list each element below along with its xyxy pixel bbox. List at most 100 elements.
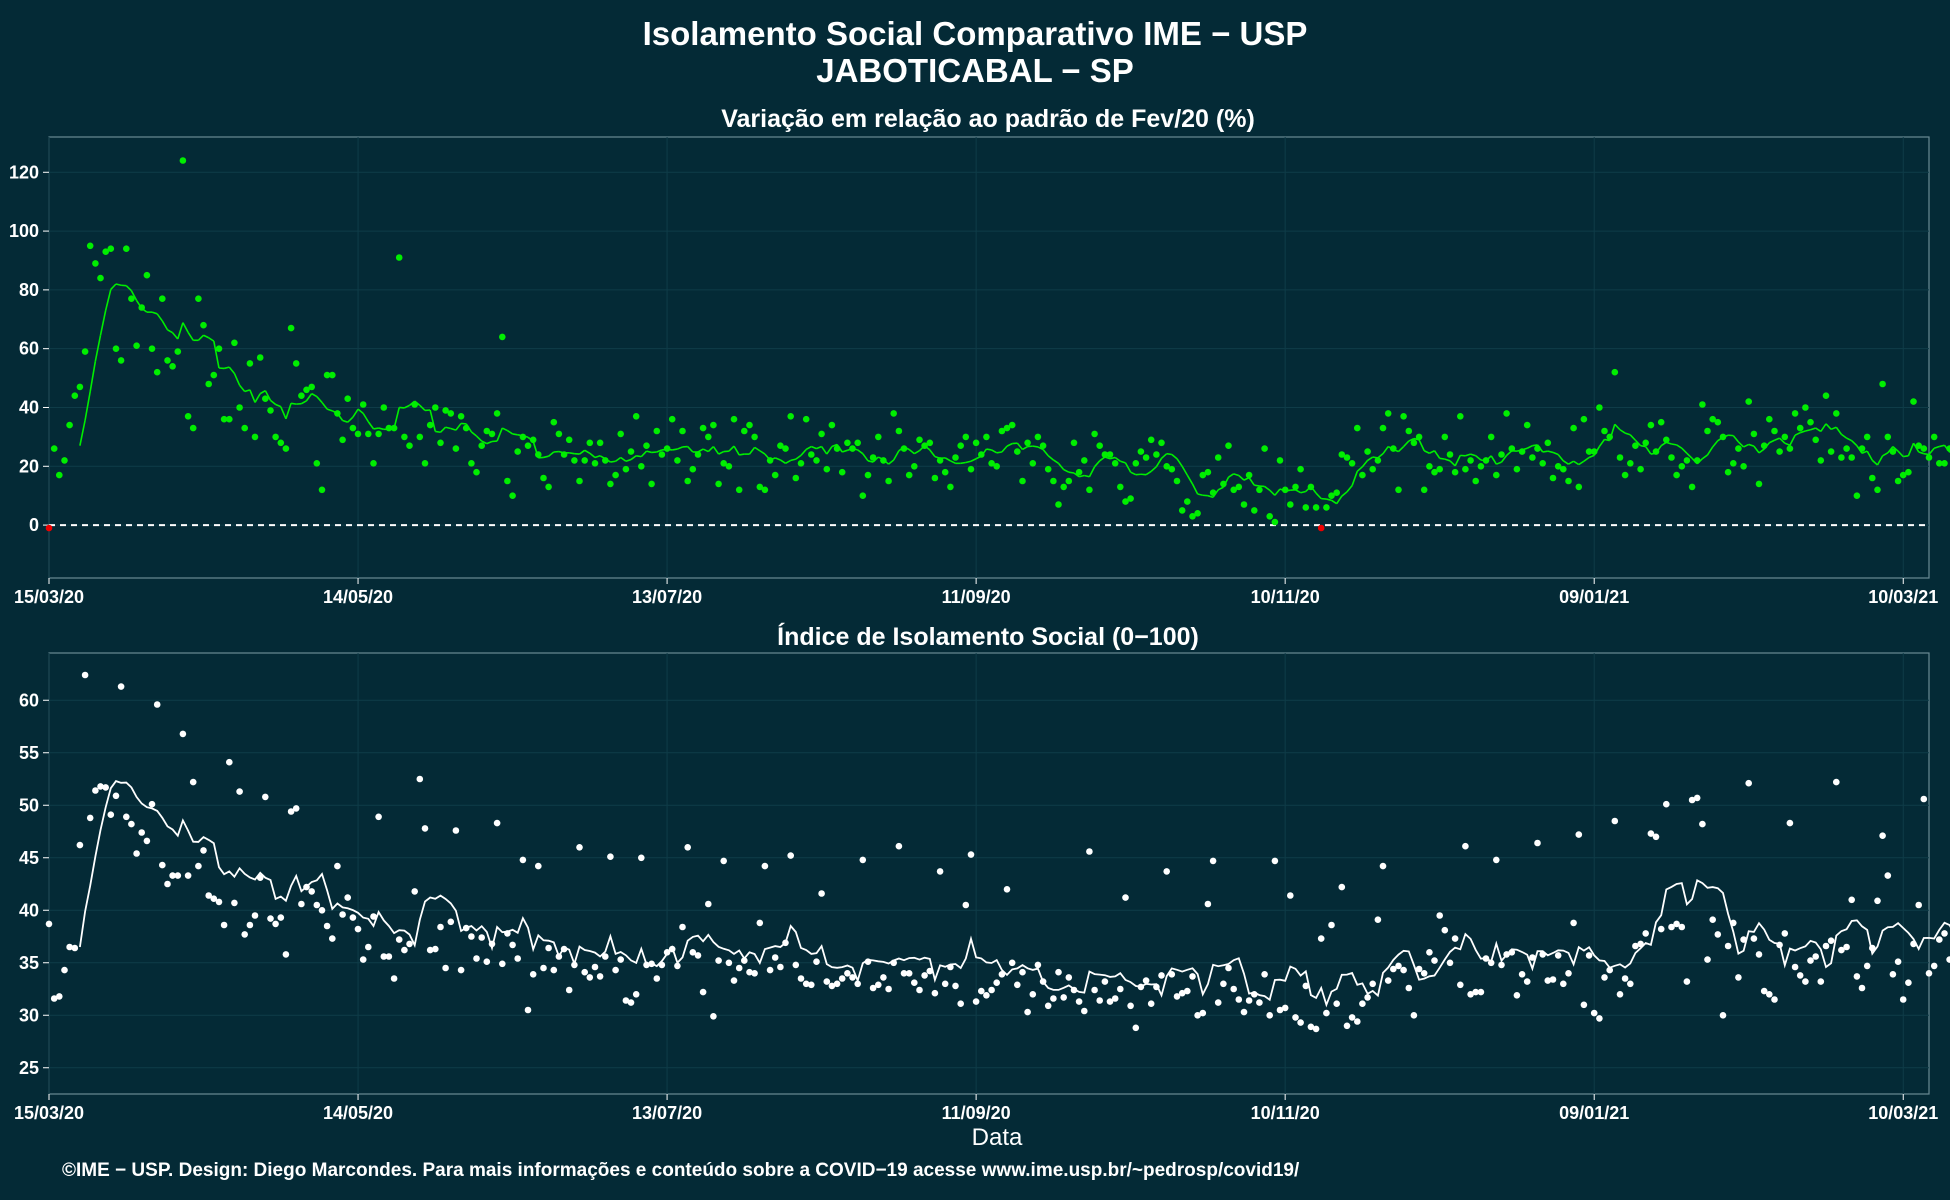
data-point [1472,988,1479,996]
data-point [962,901,970,909]
data-point [1348,460,1356,467]
data-point [1390,445,1397,452]
data-point [540,964,547,972]
trend-segment [1712,440,1719,448]
data-point [1745,779,1752,787]
data-point [983,992,990,999]
data-point [1817,978,1825,985]
data-point [607,480,614,488]
trend-segment [594,455,601,459]
data-point [1632,442,1639,450]
data-point [447,410,455,417]
data-point [1781,930,1789,937]
data-point [1055,968,1062,976]
data-point [988,460,995,467]
data-point [849,445,856,452]
data-point [941,468,949,476]
data-point [1503,951,1510,958]
data-point [596,973,604,980]
data-point [1369,980,1376,988]
data-point [1498,961,1505,969]
trend-segment [275,403,282,408]
data-point [1941,460,1948,467]
data-point [1930,433,1938,441]
data-point [174,348,182,355]
data-point [875,433,882,441]
data-point [828,982,836,990]
data-point [329,371,336,379]
data-point [1374,916,1382,923]
trend-segment [244,389,251,393]
data-point [710,421,717,429]
data-point [550,418,558,426]
data-point [612,966,619,974]
data-point [416,775,424,783]
trend-segment [1326,498,1332,502]
data-point [1544,439,1552,447]
data-point [545,483,552,491]
data-point [560,945,568,953]
data-point [1240,501,1248,508]
data-point [555,430,563,438]
data-point [1132,460,1140,467]
data-point [1730,919,1737,927]
data-point [92,260,99,267]
panel-top-y-ticks: 0 20 40 60 80 100 120 [9,162,49,535]
data-point [1364,448,1371,455]
trend-segment [1743,443,1750,448]
trend-segment [1846,437,1853,442]
data-point [1081,1007,1088,1015]
data-point [617,956,624,963]
data-point [741,427,748,435]
trend-segment [1150,466,1157,472]
data-point [1122,894,1129,901]
y-tick-label: 25 [19,1058,39,1078]
data-point [432,945,439,953]
data-point [457,966,465,974]
data-point [390,975,398,982]
data-point [1173,477,1181,485]
data-point [766,457,774,464]
x-tick-label: 15/03/20 [14,587,84,607]
data-point [1462,465,1469,473]
trend-segment [857,449,864,455]
data-point [1740,463,1747,470]
data-point [488,940,496,948]
trend-segment [1155,457,1163,468]
data-point [849,974,856,981]
data-point [828,421,836,429]
trend-segment [1176,458,1183,467]
trend-segment [615,456,622,462]
data-point [478,442,486,450]
trend-segment [1361,459,1369,468]
data-point [751,970,758,977]
data-point [978,987,985,995]
data-point [1807,957,1814,964]
data-point [911,979,918,986]
trend-segment [1465,453,1471,457]
data-point [1554,952,1562,959]
y-tick-label: 40 [19,397,39,417]
data-point [1292,1014,1299,1021]
data-point [1482,955,1490,962]
trend-segment [677,446,683,450]
trend-segment [130,290,138,301]
variation-points [45,157,1950,532]
data-point [643,442,650,450]
data-point [1106,998,1114,1005]
trend-segment [1490,455,1498,465]
trend-segment [99,310,107,336]
trend-segment [1124,462,1132,473]
data-point [442,407,449,414]
data-point [447,918,455,926]
data-point [694,451,702,458]
trend-segment [269,399,277,406]
data-point [1251,991,1258,998]
data-point [1590,1009,1598,1017]
data-point [359,401,367,408]
data-point [668,415,676,423]
data-point [1029,460,1037,467]
data-point [813,958,820,965]
data-point [1796,424,1804,432]
data-point [1874,897,1881,905]
